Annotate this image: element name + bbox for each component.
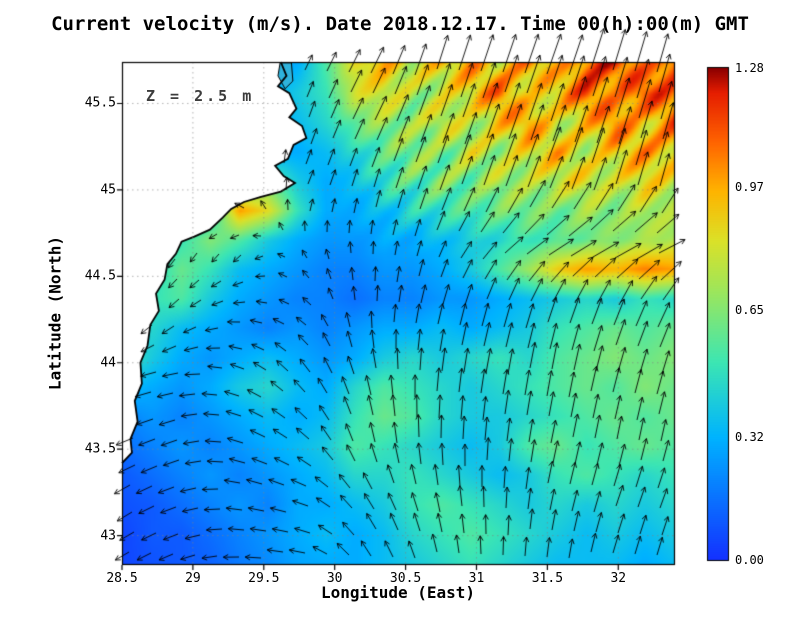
x-tick-label: 31.5 [531,571,564,586]
y-tick-label: 45.5 [84,95,116,111]
y-axis-label: Latitude (North) [45,235,65,391]
y-tick-label: 44.5 [84,268,116,284]
x-tick-label: 28.5 [106,571,138,586]
depth-annotation: Z = 2.5 m [146,87,255,105]
x-tick-label: 31 [468,571,485,586]
y-tick-label: 45 [100,182,116,198]
colorbar-tick-label: 1.28 [735,61,764,75]
x-tick-label: 30 [326,571,343,586]
y-tick-label: 43.5 [84,441,116,457]
y-tick-label: 44 [100,355,116,371]
colorbar-tick-label: 0.65 [735,303,764,318]
x-tick-label: 32 [610,571,627,586]
x-axis-label: Longitude (East) [320,583,476,602]
chart-title: Current velocity (m/s). Date 2018.12.17.… [51,13,749,35]
y-tick-label: 43 [100,528,116,544]
x-tick-label: 29.5 [248,571,280,586]
colorbar-tick-label: 0.00 [735,553,764,567]
colorbar-tick-label: 0.32 [735,430,764,444]
colorbar-tick-label: 0.97 [735,180,764,195]
x-tick-label: 29 [185,571,201,586]
x-tick-label: 30.5 [389,571,422,586]
